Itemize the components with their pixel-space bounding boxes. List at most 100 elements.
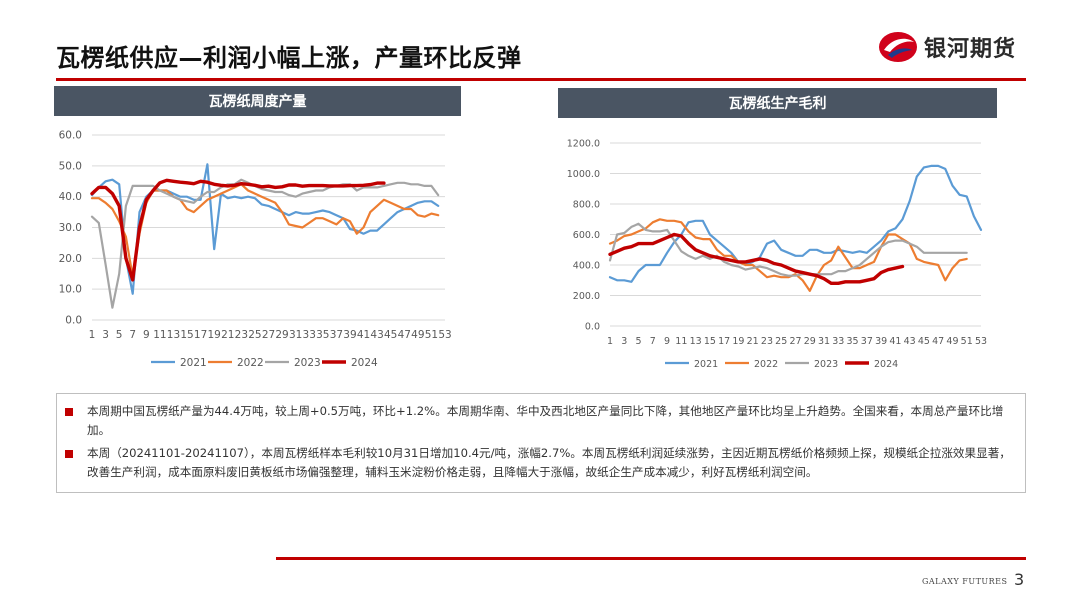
x-tick-label: 7 [650, 336, 656, 347]
commentary-box: 本周期中国瓦楞纸产量为44.4万吨，较上周+0.5万吨，环比+1.2%。本周期华… [56, 393, 1026, 493]
y-tick-label: 1200.0 [567, 139, 600, 150]
y-tick-label: 800.0 [573, 200, 600, 211]
legend-label: 2022 [237, 357, 264, 369]
legend-label: 2021 [694, 359, 718, 370]
x-tick-label: 39 [875, 336, 887, 347]
x-tick-label: 41 [889, 336, 901, 347]
y-tick-label: 40.0 [59, 191, 82, 203]
x-tick-label: 51 [425, 329, 438, 341]
y-tick-label: 0.0 [585, 322, 600, 333]
x-tick-label: 49 [411, 329, 424, 341]
x-tick-label: 31 [289, 329, 302, 341]
commentary-item: 本周期中国瓦楞纸产量为44.4万吨，较上周+0.5万吨，环比+1.2%。本周期华… [65, 402, 1015, 440]
series-line-2022 [90, 183, 440, 278]
x-tick-label: 43 [904, 336, 916, 347]
y-tick-label: 400.0 [573, 261, 600, 272]
x-tick-label: 31 [818, 336, 830, 347]
legend-label: 2023 [294, 357, 321, 369]
commentary-text: 本周（20241101-20241107），本周瓦楞纸样本毛利较10月31日增加… [87, 446, 1011, 479]
footer-divider [276, 557, 1026, 560]
x-tick-label: 19 [732, 336, 744, 347]
x-tick-label: 33 [303, 329, 316, 341]
legend-label: 2023 [814, 359, 838, 370]
y-tick-label: 60.0 [59, 130, 82, 142]
x-tick-label: 51 [961, 336, 973, 347]
galaxy-logo-icon [879, 32, 917, 62]
y-tick-label: 600.0 [573, 230, 600, 241]
weekly-output-chart: 0.010.020.030.040.050.060.01 3 5 7 9 11 13 15 17… [59, 130, 452, 370]
x-tick-label: 45 [384, 329, 397, 341]
x-tick-label: 17 [194, 329, 207, 341]
x-tick-label: 43 [370, 329, 383, 341]
x-tick-label: 15 [704, 336, 716, 347]
x-tick-label: 25 [775, 336, 787, 347]
footer-brand: GALAXY FUTURES [922, 577, 1008, 586]
x-tick-label: 53 [438, 329, 451, 341]
x-tick-label: 49 [946, 336, 958, 347]
x-tick-label: 45 [918, 336, 930, 347]
x-tick-label: 41 [357, 329, 370, 341]
chart-title-margin: 瓦楞纸生产毛利 [558, 88, 997, 118]
x-tick-label: 13 [690, 336, 702, 347]
y-tick-label: 30.0 [59, 222, 82, 234]
x-tick-label: 19 [208, 329, 221, 341]
logo-text: 银河期货 [924, 37, 1017, 62]
x-tick-label: 23 [761, 336, 773, 347]
x-tick-label: 9 [143, 329, 150, 341]
series-line-2021 [90, 163, 440, 295]
x-tick-label: 3 [621, 336, 627, 347]
x-tick-label: 39 [343, 329, 356, 341]
legend-label: 2021 [180, 357, 207, 369]
page-title: 瓦楞纸供应—利润小幅上涨，产量环比反弹 [56, 44, 522, 72]
x-tick-label: 13 [167, 329, 180, 341]
x-tick-label: 25 [248, 329, 261, 341]
title-divider [56, 78, 1026, 81]
x-tick-label: 11 [153, 329, 166, 341]
x-tick-label: 17 [718, 336, 730, 347]
x-tick-label: 35 [316, 329, 329, 341]
y-tick-label: 50.0 [59, 160, 82, 172]
x-tick-label: 35 [847, 336, 859, 347]
x-tick-label: 9 [664, 336, 670, 347]
x-tick-label: 11 [675, 336, 687, 347]
series-line-2024 [90, 178, 386, 282]
chart-title-output: 瓦楞纸周度产量 [54, 86, 461, 116]
x-tick-label: 5 [116, 329, 123, 341]
x-tick-label: 47 [932, 336, 944, 347]
x-tick-label: 1 [89, 329, 96, 341]
x-tick-label: 37 [330, 329, 343, 341]
x-tick-label: 5 [636, 336, 642, 347]
x-tick-label: 37 [861, 336, 873, 347]
bullet-icon [65, 450, 73, 458]
x-tick-label: 27 [789, 336, 801, 347]
commentary-item: 本周（20241101-20241107），本周瓦楞纸样本毛利较10月31日增加… [65, 444, 1015, 482]
y-tick-label: 0.0 [65, 315, 82, 327]
series-line-2024 [608, 232, 905, 285]
y-tick-label: 200.0 [573, 291, 600, 302]
series-line-2021 [608, 164, 983, 283]
legend-label: 2022 [754, 359, 778, 370]
x-tick-label: 33 [832, 336, 844, 347]
x-tick-label: 7 [129, 329, 136, 341]
x-tick-label: 47 [398, 329, 411, 341]
commentary-text: 本周期中国瓦楞纸产量为44.4万吨，较上周+0.5万吨，环比+1.2%。本周期华… [87, 404, 1004, 437]
bullet-icon [65, 408, 73, 416]
x-tick-label: 3 [102, 329, 109, 341]
company-logo: 银河期货 [878, 28, 1016, 66]
x-tick-label: 29 [804, 336, 816, 347]
y-tick-label: 20.0 [59, 253, 82, 265]
x-tick-label: 29 [275, 329, 288, 341]
page-number: 3 [1014, 570, 1025, 589]
x-tick-label: 21 [747, 336, 759, 347]
series-line-2023 [90, 178, 440, 309]
legend-label: 2024 [874, 359, 898, 370]
y-tick-label: 1000.0 [567, 169, 600, 180]
x-tick-label: 27 [262, 329, 275, 341]
x-tick-label: 15 [180, 329, 193, 341]
legend-label: 2024 [351, 357, 378, 369]
x-tick-label: 1 [607, 336, 613, 347]
y-tick-label: 10.0 [59, 284, 82, 296]
x-tick-label: 23 [235, 329, 248, 341]
x-tick-label: 53 [975, 336, 987, 347]
